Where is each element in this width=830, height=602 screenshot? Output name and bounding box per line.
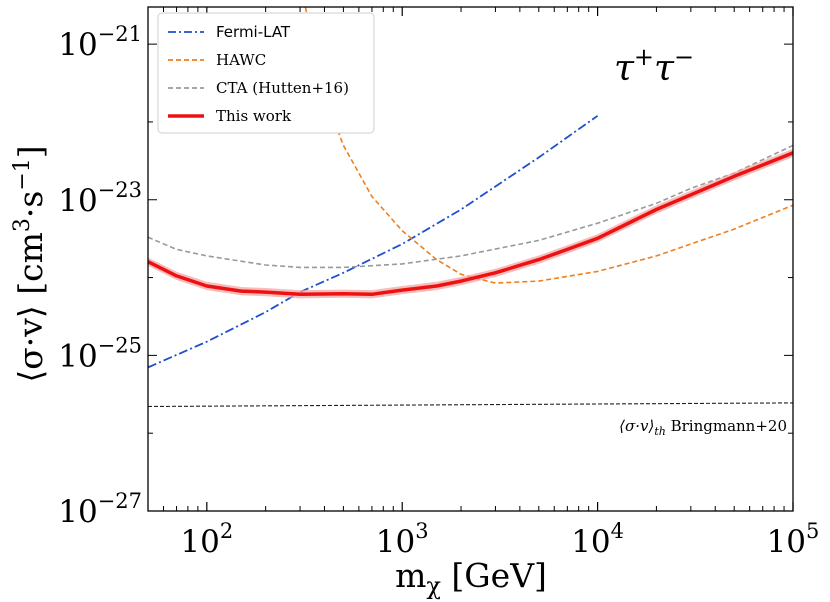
y-axis-label-main: ⟨σ·v⟩ [cm	[11, 232, 50, 383]
y-tick-base: 10	[58, 494, 97, 530]
legend: Fermi-LAT HAWC CTA (Hutten+16) This work	[157, 12, 375, 134]
legend-frame	[157, 12, 375, 134]
thermal-label-main: ⟨σ·v⟩	[619, 417, 654, 435]
legend-label-this-work: This work	[216, 107, 292, 125]
channel-label: τ+τ−	[614, 43, 694, 89]
channel-label-base: τ	[614, 48, 635, 89]
y-tick-label: 10−21	[58, 22, 142, 63]
x-tick-label: 104	[571, 519, 624, 560]
thermal-relic-label: ⟨σ·v⟩th Bringmann+20	[619, 417, 787, 438]
y-tick-base: 10	[58, 183, 97, 219]
y-tick-base: 10	[58, 338, 97, 374]
y-tick-exp: −21	[98, 22, 142, 46]
y-axis-label-mid: ·s	[11, 191, 50, 218]
series-band-this-work	[148, 148, 793, 299]
x-tick-base: 10	[571, 524, 610, 560]
channel-label-sup2: −	[674, 43, 694, 71]
x-tick-exp: 3	[415, 519, 428, 543]
series-line-this-work	[148, 151, 793, 297]
series-line-v-th-bringmann-20	[148, 402, 793, 408]
x-tick-base: 10	[376, 524, 415, 560]
y-axis-label-sup2: −1	[10, 158, 35, 190]
x-tick-label: 102	[180, 519, 233, 560]
series-line-hawc	[304, 7, 793, 284]
y-axis-label-end: ]	[11, 145, 50, 158]
x-axis-label-sub: χ	[426, 572, 441, 600]
y-tick-label: 10−27	[58, 489, 142, 530]
y-tick-exp: −23	[98, 178, 142, 202]
x-axis-label-base: m	[395, 556, 426, 595]
y-tick-exp: −25	[98, 333, 142, 357]
y-tick-label: 10−23	[58, 178, 142, 219]
channel-label-base2: τ	[654, 48, 675, 89]
y-tick-base: 10	[58, 27, 97, 63]
x-tick-label: 103	[376, 519, 429, 560]
series-line-cta-hutten-16	[148, 144, 793, 269]
series-line-fermi-lat	[148, 115, 599, 369]
x-tick-exp: 2	[220, 519, 233, 543]
x-axis-label-unit: [GeV]	[441, 556, 547, 595]
legend-label-hawc: HAWC	[216, 51, 266, 69]
x-axis-label: mχ [GeV]	[395, 556, 547, 600]
legend-label-fermi-lat: Fermi-LAT	[216, 23, 291, 41]
channel-label-sup1: +	[634, 43, 654, 71]
x-tick-exp: 5	[806, 519, 819, 543]
x-tick-base: 10	[180, 524, 219, 560]
x-tick-label: 105	[767, 519, 820, 560]
x-tick-base: 10	[767, 524, 806, 560]
y-axis-label: ⟨σ·v⟩ [cm3·s−1]	[10, 145, 50, 382]
x-tick-exp: 4	[611, 519, 624, 543]
thermal-label-sub: th	[654, 425, 666, 438]
plot-frame	[147, 6, 794, 512]
y-tick-exp: −27	[98, 489, 142, 513]
y-tick-label: 10−25	[58, 333, 142, 374]
y-axis-label-sup1: 3	[10, 218, 35, 232]
thermal-label-rest: Bringmann+20	[666, 417, 787, 435]
legend-label-cta: CTA (Hutten+16)	[216, 79, 349, 97]
